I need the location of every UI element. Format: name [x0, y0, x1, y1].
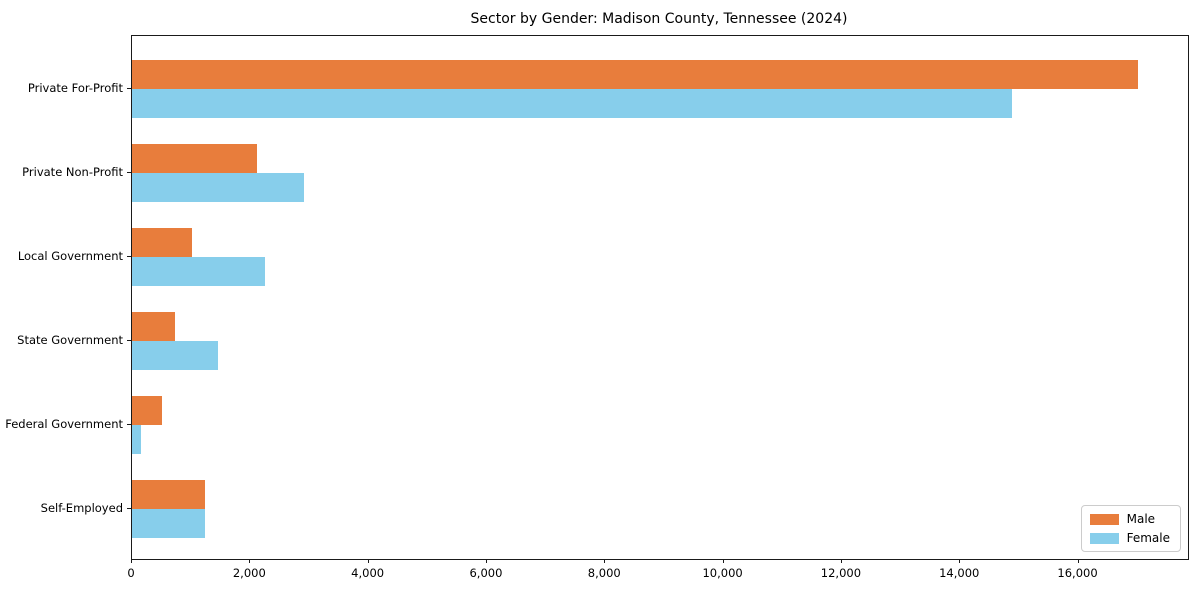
- bar-female-private-non-profit: [132, 173, 305, 202]
- x-tick-label: 2,000: [232, 566, 266, 580]
- chart-title: Sector by Gender: Madison County, Tennes…: [470, 11, 848, 27]
- x-tick-label: 8,000: [587, 566, 621, 580]
- y-tick-mark: [127, 508, 131, 509]
- bar-male-self-employed: [132, 480, 206, 509]
- x-tick-label: 12,000: [820, 566, 862, 580]
- legend-label-male: Male: [1126, 512, 1156, 526]
- y-tick-mark: [127, 424, 131, 425]
- y-tick-label: Private Non-Profit: [22, 165, 123, 179]
- x-tick-mark: [722, 559, 724, 563]
- x-tick-mark: [959, 559, 961, 563]
- bar-female-state-government: [132, 341, 218, 370]
- y-tick-label: Self-Employed: [40, 501, 123, 515]
- y-tick-label: Federal Government: [5, 417, 123, 431]
- legend-label-female: Female: [1126, 531, 1170, 545]
- y-tick-mark: [127, 256, 131, 257]
- bar-male-private-for-profit: [132, 60, 1138, 89]
- bar-female-self-employed: [132, 509, 206, 538]
- x-tick-mark: [249, 559, 251, 563]
- x-tick-label: 16,000: [1057, 566, 1098, 580]
- y-tick-label: Private For-Profit: [27, 81, 123, 95]
- x-tick-mark: [840, 559, 842, 563]
- y-tick-mark: [127, 172, 131, 173]
- x-tick-mark: [485, 559, 487, 563]
- bar-female-federal-government: [132, 425, 141, 454]
- x-tick-mark: [604, 559, 606, 563]
- bar-male-federal-government: [132, 396, 163, 425]
- male-swatch: [1089, 513, 1119, 525]
- x-tick-mark: [367, 559, 369, 563]
- y-tick-label: Local Government: [17, 249, 123, 263]
- x-tick-mark: [1077, 559, 1079, 563]
- y-tick-mark: [127, 340, 131, 341]
- x-tick-label: 6,000: [469, 566, 503, 580]
- y-tick-mark: [127, 88, 131, 89]
- legend: Male Female: [1080, 505, 1181, 552]
- bar-female-private-for-profit: [132, 89, 1013, 118]
- x-tick-label: 4,000: [351, 566, 385, 580]
- bar-male-state-government: [132, 312, 176, 341]
- legend-item-male: Male: [1089, 512, 1170, 526]
- bar-male-private-non-profit: [132, 144, 257, 173]
- x-tick-label: 10,000: [702, 566, 743, 580]
- x-tick-mark: [131, 559, 132, 563]
- x-tick-label: 14,000: [939, 566, 980, 580]
- y-tick-label: State Government: [17, 333, 123, 347]
- plot-area: Male Female: [131, 35, 1189, 560]
- female-swatch: [1089, 532, 1119, 544]
- x-tick-label: 0: [127, 566, 135, 580]
- bar-female-local-government: [132, 257, 266, 286]
- legend-item-female: Female: [1089, 531, 1170, 545]
- bar-male-local-government: [132, 228, 192, 257]
